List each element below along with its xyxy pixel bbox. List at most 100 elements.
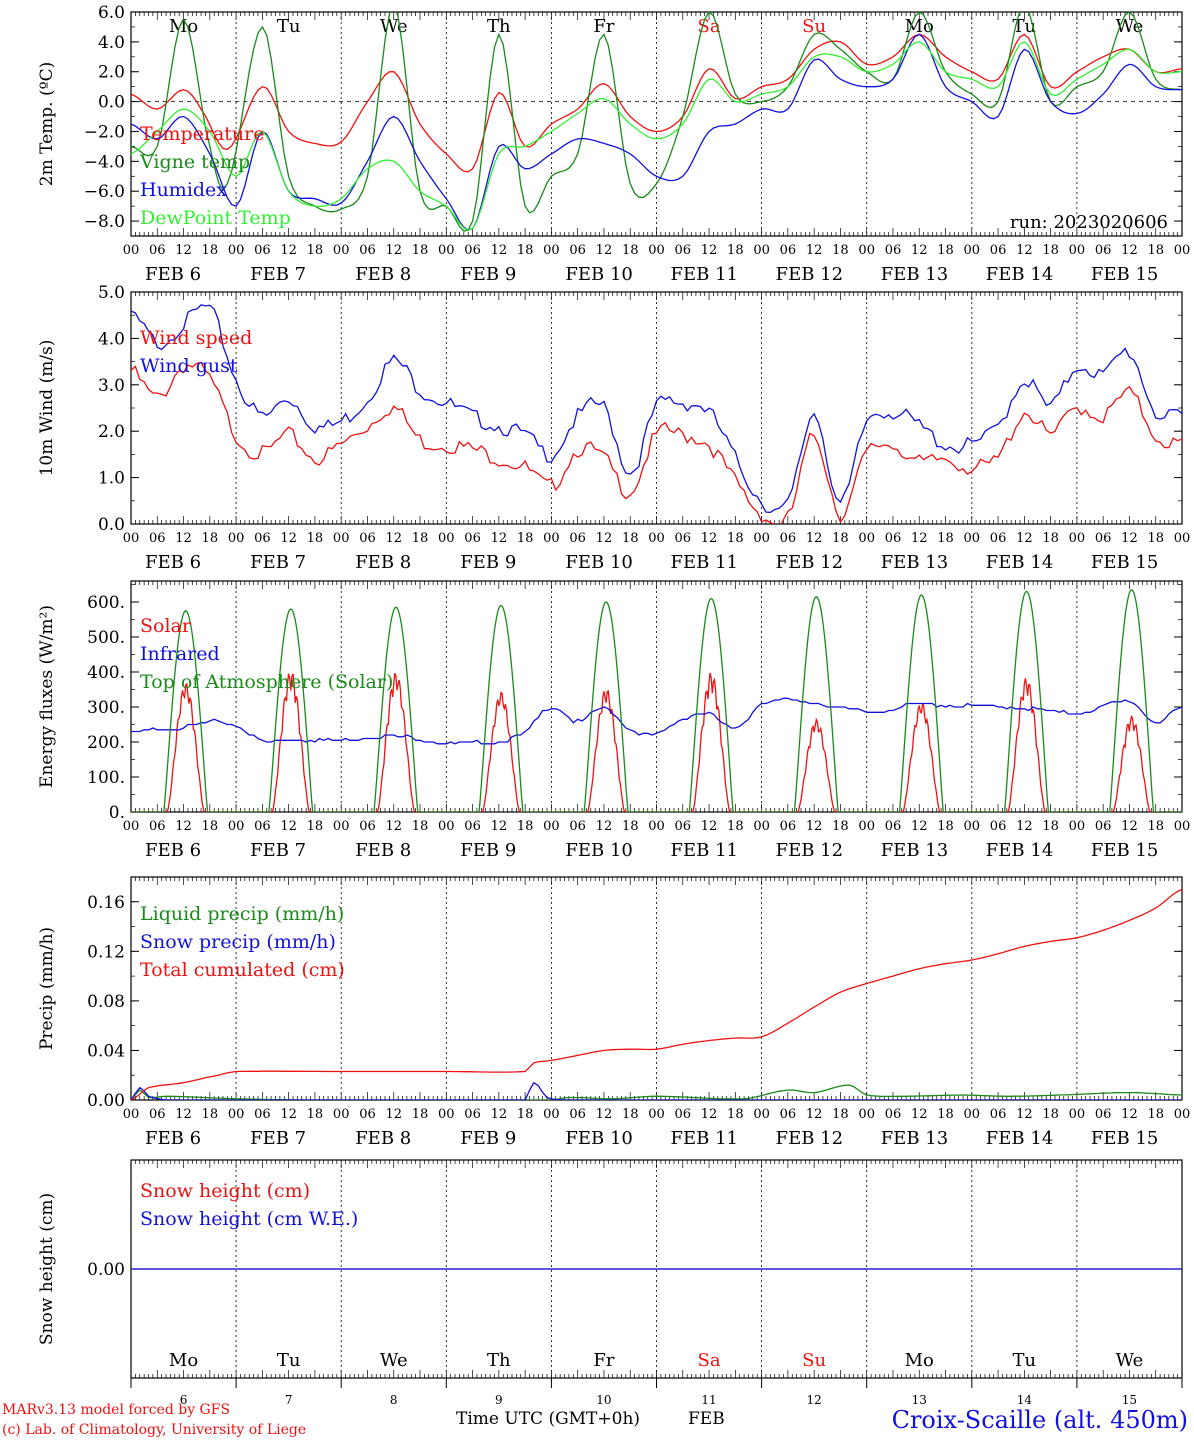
hour-label: 18 (832, 1107, 849, 1122)
hour-label: 18 (517, 1107, 534, 1122)
date-label: FEB 7 (250, 552, 306, 573)
hour-label: 12 (1016, 819, 1033, 834)
series-group (131, 888, 1182, 1100)
hour-label: 18 (307, 243, 324, 258)
hour-label: 18 (202, 531, 219, 546)
hour-label: 00 (753, 819, 770, 834)
hour-label: 12 (1016, 243, 1033, 258)
hour-label: 00 (858, 1107, 875, 1122)
hour-label: 18 (412, 531, 429, 546)
date-label: FEB 7 (250, 1128, 306, 1149)
y-tick-label: 0.08 (87, 992, 125, 1012)
date-label: FEB 11 (671, 264, 738, 285)
y-tick-label: −8.0 (84, 212, 125, 232)
weekday-label: Mo (169, 1350, 198, 1371)
y-axis-label: Precip (mm/h) (37, 927, 57, 1050)
hour-label: 06 (675, 531, 692, 546)
hour-label: 06 (990, 531, 1007, 546)
date-label: FEB 14 (986, 264, 1053, 285)
y-tick-label: 200. (87, 733, 125, 753)
hour-label: 00 (333, 243, 350, 258)
hour-label: 18 (622, 243, 639, 258)
hour-label: 18 (622, 1107, 639, 1122)
hour-label: 06 (1095, 243, 1112, 258)
hour-label: 06 (254, 243, 271, 258)
hour-label: 00 (964, 819, 981, 834)
model-credit-line2: (c) Lab. of Climatology, University of L… (2, 1422, 306, 1438)
hour-label: 18 (622, 531, 639, 546)
hour-label: 06 (990, 819, 1007, 834)
hour-label: 12 (491, 819, 508, 834)
hour-label: 06 (780, 1107, 797, 1122)
hour-label: 18 (1042, 243, 1059, 258)
hour-label: 06 (885, 819, 902, 834)
hour-label: 18 (307, 1107, 324, 1122)
hour-label: 06 (675, 1107, 692, 1122)
date-label: FEB 7 (250, 264, 306, 285)
hour-label: 12 (701, 531, 718, 546)
hour-label: 06 (464, 243, 481, 258)
hour-label: 18 (832, 819, 849, 834)
hour-label: 18 (727, 243, 744, 258)
hour-label: 18 (1147, 243, 1164, 258)
hour-label: 12 (1016, 1107, 1033, 1122)
hour-label: 12 (596, 1107, 613, 1122)
hour-label: 00 (1069, 819, 1086, 834)
hour-label: 00 (438, 531, 455, 546)
day-number-label: 10 (596, 1393, 611, 1407)
hour-label: 12 (1121, 1107, 1138, 1122)
time-axis-label: Time UTC (GMT+0h) (456, 1409, 640, 1429)
y-tick-label: 0.12 (87, 942, 125, 962)
date-label: FEB 13 (881, 1128, 948, 1149)
date-label: FEB 7 (250, 840, 306, 861)
hour-label: 12 (596, 531, 613, 546)
legend-entry: Snow height (cm W.E.) (140, 1208, 358, 1230)
weekday-label: Su (802, 1350, 826, 1371)
y-tick-label: 3.0 (98, 376, 125, 396)
y-axis-label: 10m Wind (m/s) (37, 340, 57, 477)
date-label: FEB 14 (986, 1128, 1053, 1149)
hour-label: 00 (228, 819, 245, 834)
series-group (131, 304, 1182, 524)
y-tick-label: 0.04 (87, 1041, 125, 1061)
hour-label: 12 (491, 531, 508, 546)
day-number-label: 11 (701, 1393, 716, 1407)
series-group (131, 589, 1182, 812)
date-label: FEB 8 (355, 264, 411, 285)
weekday-label: Th (487, 1350, 511, 1371)
hour-label: 00 (753, 1107, 770, 1122)
hour-label: 06 (990, 243, 1007, 258)
hour-label: 18 (412, 819, 429, 834)
hour-label: 00 (753, 531, 770, 546)
y-tick-label: 0.00 (87, 1260, 125, 1280)
weekday-label: Fr (593, 16, 614, 37)
series-line-total-cumulated-cm (131, 888, 1182, 1100)
hour-label: 18 (307, 819, 324, 834)
day-number-label: 7 (285, 1393, 293, 1407)
hour-label: 06 (359, 1107, 376, 1122)
day-number-label: 9 (495, 1393, 503, 1407)
legend-entry: Solar (140, 615, 192, 637)
date-label: FEB 14 (986, 552, 1053, 573)
hour-label: 06 (1095, 1107, 1112, 1122)
hour-label: 18 (832, 243, 849, 258)
hour-label: 12 (1121, 243, 1138, 258)
legend-entry: Wind gust (140, 355, 238, 377)
hour-label: 00 (543, 1107, 560, 1122)
legend-entry: Snow height (cm) (140, 1180, 310, 1202)
hour-label: 18 (1147, 1107, 1164, 1122)
y-tick-label: 2.0 (98, 422, 125, 442)
hour-label: 18 (937, 1107, 954, 1122)
hour-label: 06 (885, 531, 902, 546)
date-label: FEB 15 (1091, 840, 1158, 861)
weekday-label: Mo (905, 1350, 934, 1371)
legend-entry: Total cumulated (cm) (140, 959, 345, 981)
date-label: FEB 14 (986, 840, 1053, 861)
legend-entry: Humidex (140, 179, 227, 201)
date-label: FEB 11 (671, 1128, 738, 1149)
date-label: FEB 9 (460, 264, 516, 285)
hour-label: 18 (202, 1107, 219, 1122)
hour-label: 00 (858, 819, 875, 834)
hour-label: 06 (359, 531, 376, 546)
hour-label: 06 (675, 243, 692, 258)
